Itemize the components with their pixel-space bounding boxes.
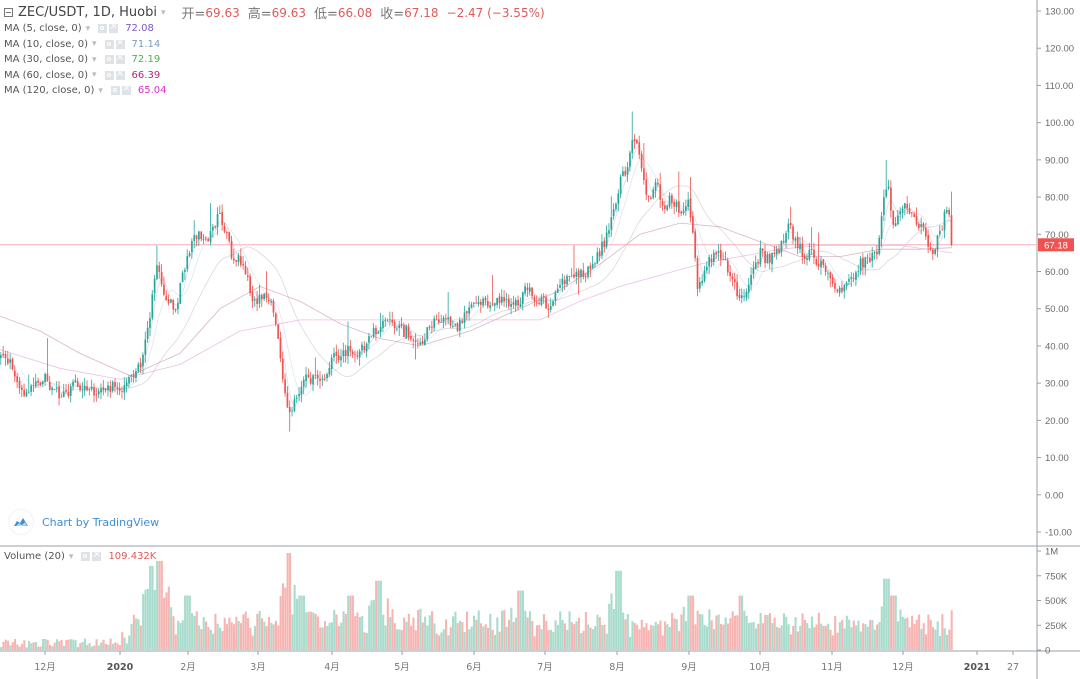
indicator-label[interactable]: MA (5, close, 0) xyxy=(4,23,82,35)
svg-text:500K: 500K xyxy=(1045,596,1068,607)
svg-text:12月: 12月 xyxy=(34,662,56,673)
svg-text:90.00: 90.00 xyxy=(1045,155,1069,166)
settings-icon[interactable] xyxy=(104,39,114,49)
svg-text:10.00: 10.00 xyxy=(1045,453,1069,464)
volume-legend: Volume (20) ▾ 109.432K xyxy=(4,549,157,562)
indicator-label[interactable]: MA (60, close, 0) xyxy=(4,69,89,81)
svg-text:5月: 5月 xyxy=(394,662,410,673)
branding-text: Chart by TradingView xyxy=(42,515,160,529)
svg-text:1M: 1M xyxy=(1045,547,1058,558)
chevron-down-icon[interactable]: ▾ xyxy=(92,70,97,81)
close-icon[interactable] xyxy=(121,83,131,96)
change-value: −2.47 (−3.55%) xyxy=(446,5,545,20)
svg-text:100.00: 100.00 xyxy=(1045,118,1074,129)
svg-text:40.00: 40.00 xyxy=(1045,341,1069,352)
indicator-row: MA (5, close, 0)▾ 72.08 xyxy=(4,21,545,37)
svg-text:80.00: 80.00 xyxy=(1045,193,1069,204)
indicator-value: 66.39 xyxy=(131,69,161,81)
svg-text:60.00: 60.00 xyxy=(1045,267,1069,278)
indicator-value: 71.14 xyxy=(131,38,161,50)
svg-text:2月: 2月 xyxy=(180,662,196,673)
indicator-value: 65.04 xyxy=(137,85,167,97)
svg-text:30.00: 30.00 xyxy=(1045,379,1069,390)
settings-icon[interactable] xyxy=(81,552,91,561)
svg-text:67.18: 67.18 xyxy=(1044,240,1068,251)
low-label: 低= xyxy=(314,7,338,22)
indicator-row: MA (60, close, 0)▾ 66.39 xyxy=(4,68,545,84)
indicator-value: 72.08 xyxy=(125,23,154,35)
indicator-label[interactable]: MA (30, close, 0) xyxy=(4,54,89,66)
indicator-value: 72.19 xyxy=(131,54,161,66)
indicator-row: MA (120, close, 0)▾ 65.04 xyxy=(4,83,545,99)
chevron-down-icon[interactable]: ▾ xyxy=(98,85,103,96)
svg-text:8月: 8月 xyxy=(609,662,625,673)
volume-label[interactable]: Volume (20) xyxy=(4,551,65,562)
indicator-row: MA (10, close, 0)▾ 71.14 xyxy=(4,37,545,53)
svg-text:110.00: 110.00 xyxy=(1045,81,1073,92)
close-label: 收= xyxy=(380,7,405,22)
open-value: 69.63 xyxy=(205,5,240,20)
tradingview-branding[interactable]: Chart by TradingView xyxy=(9,510,159,534)
svg-text:130.00: 130.00 xyxy=(1045,7,1074,18)
svg-text:12月: 12月 xyxy=(892,662,914,673)
indicator-row: MA (30, close, 0)▾ 72.19 xyxy=(4,52,545,68)
svg-text:10月: 10月 xyxy=(749,662,771,673)
close-icon[interactable] xyxy=(115,68,125,80)
svg-text:20.00: 20.00 xyxy=(1045,416,1069,427)
svg-text:750K: 750K xyxy=(1045,571,1068,582)
svg-text:6月: 6月 xyxy=(466,662,482,673)
symbol-row: ZEC/USDT, 1D, Huobi ▾ 开= 69.63 高= 69.63 低=… xyxy=(4,4,545,22)
svg-text:4月: 4月 xyxy=(324,662,340,673)
high-label: 高= xyxy=(247,7,272,22)
chevron-down-icon[interactable]: ▾ xyxy=(92,39,97,50)
chevron-down-icon[interactable]: ▾ xyxy=(68,551,74,562)
svg-text:2020: 2020 xyxy=(107,662,134,673)
collapse-icon[interactable] xyxy=(4,8,13,17)
svg-text:7月: 7月 xyxy=(537,662,553,673)
svg-text:250K: 250K xyxy=(1045,621,1068,632)
svg-text:2021: 2021 xyxy=(964,662,990,673)
chevron-down-icon[interactable]: ▾ xyxy=(92,54,97,65)
chevron-down-icon[interactable]: ▾ xyxy=(160,7,166,18)
svg-text:9月: 9月 xyxy=(681,662,697,673)
symbol-title[interactable]: ZEC/USDT, 1D, Huobi xyxy=(18,5,157,20)
chevron-down-icon[interactable]: ▾ xyxy=(85,23,91,34)
svg-text:70.00: 70.00 xyxy=(1045,230,1069,241)
high-value: 69.63 xyxy=(271,5,306,20)
settings-icon[interactable] xyxy=(104,55,114,65)
indicator-label[interactable]: MA (120, close, 0) xyxy=(4,85,95,97)
svg-text:11月: 11月 xyxy=(821,662,843,673)
svg-text:-10.00: -10.00 xyxy=(1045,528,1072,539)
chart-legend: ZEC/USDT, 1D, Huobi ▾ 开= 69.63 高= 69.63 低=… xyxy=(4,4,545,99)
close-icon[interactable] xyxy=(92,549,102,561)
svg-text:3月: 3月 xyxy=(250,662,266,673)
indicator-label[interactable]: MA (10, close, 0) xyxy=(4,38,89,50)
open-label: 开= xyxy=(181,7,206,22)
close-icon[interactable] xyxy=(115,37,125,49)
svg-text:0: 0 xyxy=(1045,646,1050,657)
svg-text:50.00: 50.00 xyxy=(1045,304,1069,315)
settings-icon[interactable] xyxy=(98,24,108,34)
close-icon[interactable] xyxy=(109,21,119,34)
low-value: 66.08 xyxy=(337,5,373,20)
tradingview-logo-icon xyxy=(9,510,33,534)
settings-icon[interactable] xyxy=(110,86,120,96)
svg-text:27: 27 xyxy=(1007,662,1019,673)
close-value: 67.18 xyxy=(404,5,439,20)
svg-text:120.00: 120.00 xyxy=(1045,44,1074,55)
close-icon[interactable] xyxy=(115,52,125,65)
volume-value: 109.432K xyxy=(108,551,157,562)
settings-icon[interactable] xyxy=(104,70,114,80)
svg-text:0.00: 0.00 xyxy=(1045,490,1064,501)
